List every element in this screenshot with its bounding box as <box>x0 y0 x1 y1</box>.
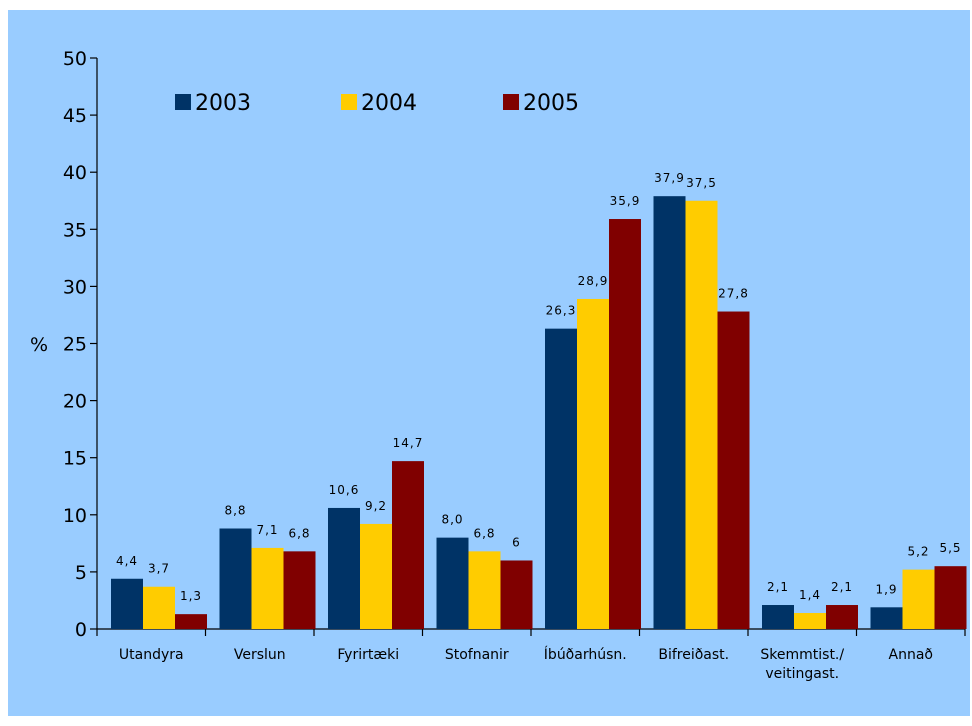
y-tick-label: 30 <box>63 276 87 298</box>
data-label: 1,3 <box>180 589 202 603</box>
data-label: 7,1 <box>256 523 278 537</box>
data-label: 6 <box>512 535 521 549</box>
y-tick-label: 40 <box>63 162 87 184</box>
category-label: Bifreiðast. <box>658 647 729 663</box>
bar-2004 <box>143 586 175 629</box>
data-label: 9,2 <box>365 499 387 513</box>
bar-2004 <box>251 547 284 629</box>
data-label: 8,0 <box>441 513 463 527</box>
bar-2005 <box>934 566 967 629</box>
data-label: 37,9 <box>654 171 685 185</box>
bar-2003 <box>219 528 252 629</box>
data-label: 4,4 <box>116 554 138 568</box>
legend-swatch-2004 <box>341 94 357 110</box>
data-label: 3,7 <box>148 562 170 576</box>
bar-2003 <box>545 328 577 629</box>
y-tick-label: 50 <box>63 48 87 70</box>
category-label: Utandyra <box>119 647 184 663</box>
category-label: Stofnanir <box>445 647 509 663</box>
category-label: Skemmtist./ <box>760 647 844 663</box>
bar-2003 <box>111 578 143 629</box>
bar-2005 <box>175 614 207 629</box>
bar-2005 <box>500 560 533 629</box>
bar-2004 <box>794 613 826 629</box>
bar-2004 <box>902 569 935 629</box>
data-label: 35,9 <box>610 194 641 208</box>
bar-2004 <box>577 298 609 629</box>
y-tick-label: 0 <box>75 619 87 641</box>
y-tick-label: 35 <box>63 219 87 241</box>
legend-swatch-2003 <box>175 94 191 110</box>
y-tick-label: 10 <box>63 505 87 527</box>
category-label: veitingast. <box>765 666 839 682</box>
data-label: 1,4 <box>799 588 821 602</box>
data-label: 5,2 <box>907 545 929 559</box>
legend-label: 2003 <box>195 91 251 116</box>
bar-2003 <box>328 507 360 629</box>
bar-2005 <box>826 605 858 629</box>
y-tick-label: 15 <box>63 448 87 470</box>
bar-2003 <box>762 605 794 629</box>
data-label: 2,1 <box>831 580 853 594</box>
data-label: 14,7 <box>393 436 424 450</box>
y-tick-label: 25 <box>63 334 87 356</box>
legend-swatch-2005 <box>503 94 519 110</box>
bar-2005 <box>609 219 641 629</box>
bar-2004 <box>360 523 392 629</box>
data-label: 8,8 <box>224 504 246 518</box>
data-label: 37,5 <box>686 176 717 190</box>
category-label: Verslun <box>234 647 286 663</box>
bar-2004 <box>685 200 718 629</box>
y-tick-label: 45 <box>63 105 87 127</box>
legend-label: 2005 <box>523 91 579 116</box>
bar-2003 <box>653 196 686 629</box>
y-axis-label: % <box>30 334 48 356</box>
data-label: 2,1 <box>767 580 789 594</box>
category-label: Annað <box>889 647 933 663</box>
y-tick-label: 5 <box>75 562 87 584</box>
data-label: 27,8 <box>718 287 749 301</box>
data-label: 5,5 <box>939 541 961 555</box>
data-label: 6,8 <box>473 526 495 540</box>
category-label: Íbúðarhúsn. <box>544 646 627 663</box>
data-label: 6,8 <box>288 526 310 540</box>
category-label: Fyrirtæki <box>337 647 399 663</box>
bar-2005 <box>717 311 750 629</box>
y-tick-label: 20 <box>63 391 87 413</box>
bar-2003 <box>436 537 469 629</box>
legend-label: 2004 <box>361 91 417 116</box>
data-label: 10,6 <box>329 483 360 497</box>
data-label: 26,3 <box>546 304 577 318</box>
bar-2005 <box>283 551 316 629</box>
bar-2005 <box>392 461 424 629</box>
bar-2003 <box>870 607 903 629</box>
data-label: 1,9 <box>875 582 897 596</box>
bar-2004 <box>468 551 501 629</box>
data-label: 28,9 <box>578 274 609 288</box>
